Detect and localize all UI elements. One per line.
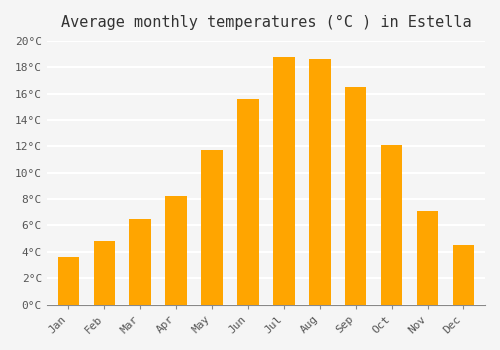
Bar [237,99,258,304]
Bar [417,211,438,304]
Bar [166,196,187,304]
Bar [58,257,79,304]
Bar [130,219,151,304]
Bar [202,150,223,304]
Title: Average monthly temperatures (°C ) in Estella: Average monthly temperatures (°C ) in Es… [60,15,471,30]
Bar [345,87,366,304]
Bar [309,60,330,304]
Bar [273,57,294,304]
Bar [94,241,115,304]
Bar [452,245,474,304]
Bar [381,145,402,304]
